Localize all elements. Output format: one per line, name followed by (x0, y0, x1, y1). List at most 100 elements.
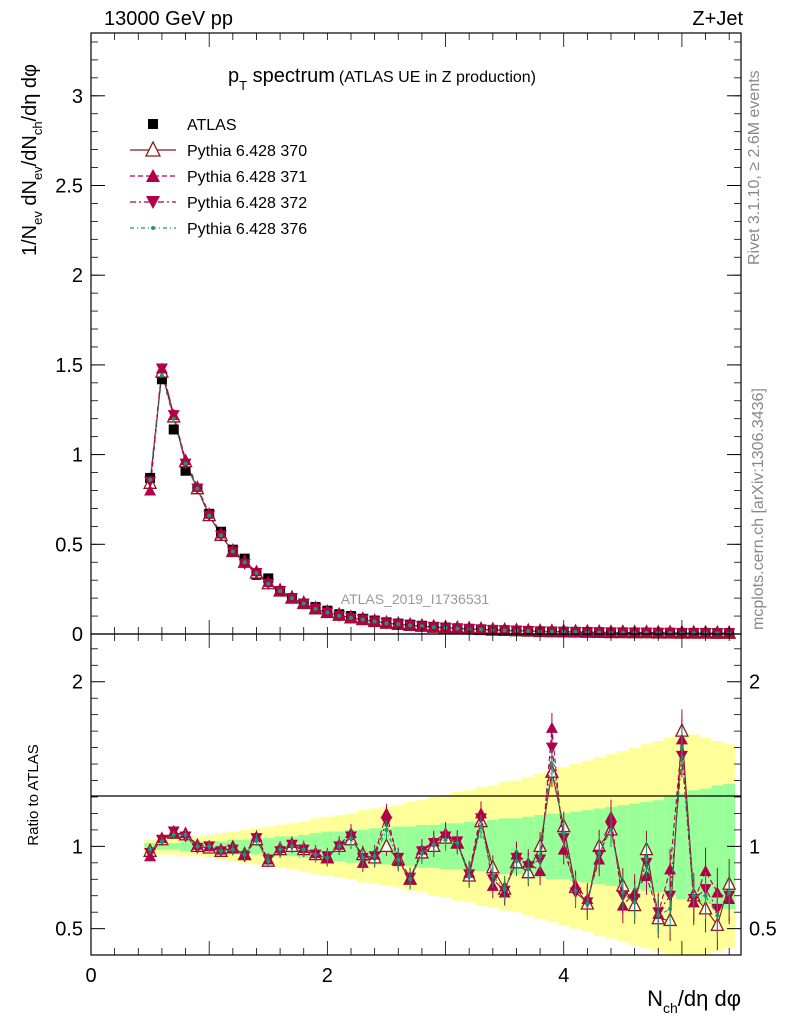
pythia-376-point (301, 601, 306, 606)
ratio-green-band (522, 816, 535, 876)
pythia-376-point (171, 832, 176, 837)
pythia-376-point (656, 913, 661, 918)
pythia-376-point (632, 900, 637, 905)
pythia-376-point (549, 762, 554, 767)
ratio-green-band (616, 805, 629, 888)
ratio-ylabel: Ratio to ATLAS (25, 744, 42, 845)
pythia-376-point (479, 824, 483, 829)
pythia-376-point (207, 513, 212, 518)
pythia-376-point (455, 841, 460, 846)
pythia-376-point (479, 627, 483, 632)
pythia-376-point (502, 628, 507, 633)
header-left: 13000 GeV pp (104, 8, 233, 30)
pythia-376-point (254, 837, 259, 842)
pythia-376-point (396, 857, 401, 862)
title-rest: spectrum (247, 65, 335, 87)
pythia-376-point (443, 837, 448, 842)
pythia-376-point (219, 533, 223, 538)
pythia-371-point (146, 169, 160, 182)
pythia-376-point (242, 560, 247, 565)
ratio-green-band (569, 811, 582, 881)
pythia-376-point (431, 842, 436, 847)
ratio-green-band (699, 788, 712, 904)
ratio-green-band (167, 843, 180, 850)
pythia-376-point (278, 847, 283, 852)
pythia-376-point (148, 847, 153, 852)
header-right: Z+Jet (692, 8, 743, 30)
x-tick-label: 0 (85, 965, 96, 987)
pythia-376-point (372, 619, 377, 624)
pythia-376-point (337, 614, 342, 619)
pythia-376-point (266, 581, 271, 586)
pythia-376-point (360, 617, 365, 622)
pythia-376-point (408, 623, 413, 628)
pythia-376-point (502, 887, 507, 892)
pythia-372-point (155, 363, 168, 375)
side-label-top: Rivet 3.1.10, ≥ 2.6M events (746, 70, 763, 265)
pythia-376-point (715, 631, 720, 636)
ratio-green-band (498, 818, 511, 875)
pythia-376-point (703, 893, 708, 898)
pythia-376-point (313, 852, 318, 857)
main-ytick-label: 2.5 (55, 175, 83, 197)
pythia-376-point (597, 850, 602, 855)
ratio-green-band (676, 793, 688, 900)
pythia-376-point (230, 549, 235, 554)
pythia-376-point (219, 849, 223, 854)
pythia-376-point (396, 622, 401, 627)
title-paren: (ATLAS UE in Z production) (339, 69, 536, 86)
pythia-376-point (419, 850, 424, 855)
pythia-376-point (289, 844, 294, 849)
pythia-376-point (337, 844, 342, 849)
pythia-371-point (144, 484, 157, 496)
ratio-green-band (581, 810, 594, 883)
main-ylabel: 1/Nev dNev/dNch/dη dφ (19, 64, 45, 256)
pythia-376-point (289, 596, 294, 601)
pythia-376-point (384, 621, 389, 626)
atlas-data-point (180, 465, 191, 476)
pythia-376-point (691, 893, 696, 898)
ratio-green-band (486, 820, 499, 873)
ratio-green-band (392, 826, 405, 867)
pythia-376-point (195, 844, 200, 849)
pythia-370-point (379, 837, 394, 853)
ratio-green-band (262, 838, 275, 855)
ratio-ytick-label: 2 (72, 672, 83, 694)
pythia-376-point (538, 854, 543, 859)
x-axis-label: Nch/dη dφ (647, 986, 741, 1016)
ratio-green-band (687, 790, 700, 903)
pythia-376-point (278, 588, 283, 593)
pythia-376-point (301, 847, 306, 852)
legend: ATLAS Pythia 6.428 370 Pythia 6.428 371 Pyt… (130, 117, 307, 238)
pythia-376-point (384, 827, 389, 832)
ratio-green-band (664, 796, 676, 896)
main-ytick-label: 0 (72, 624, 83, 646)
pythia-372-point (238, 559, 251, 571)
atlas-data-point (168, 424, 179, 435)
ratio-frame (90, 633, 742, 956)
ratio-green-band (404, 826, 416, 867)
pythia-376-point (372, 854, 377, 859)
legend-label: Pythia 6.428 371 (187, 169, 307, 186)
ratio-green-band (628, 803, 641, 890)
pythia-376-point (715, 913, 720, 918)
pythia-376-point (408, 877, 413, 882)
ratio-green-band (179, 841, 192, 852)
pythia-376-point (266, 859, 271, 864)
pythia-376-point (349, 615, 353, 620)
legend-label: ATLAS (187, 117, 237, 134)
pythia-376-point (349, 836, 353, 841)
x-tick-label: 4 (558, 965, 569, 987)
main-ytick-label: 0.5 (55, 534, 83, 556)
pythia-376-point (151, 226, 155, 230)
pythia-376-point (727, 890, 732, 895)
main-ytick-label: 1 (72, 445, 83, 467)
pythia-376-point (183, 832, 188, 837)
pythia-376-point (585, 901, 590, 906)
pythia-376-point (159, 373, 164, 378)
pythia-376-point (561, 831, 566, 836)
ratio-green-band (250, 838, 263, 855)
pythia-376-point (195, 486, 200, 491)
pythia-376-point (514, 859, 519, 864)
ratio-green-band (463, 821, 476, 872)
